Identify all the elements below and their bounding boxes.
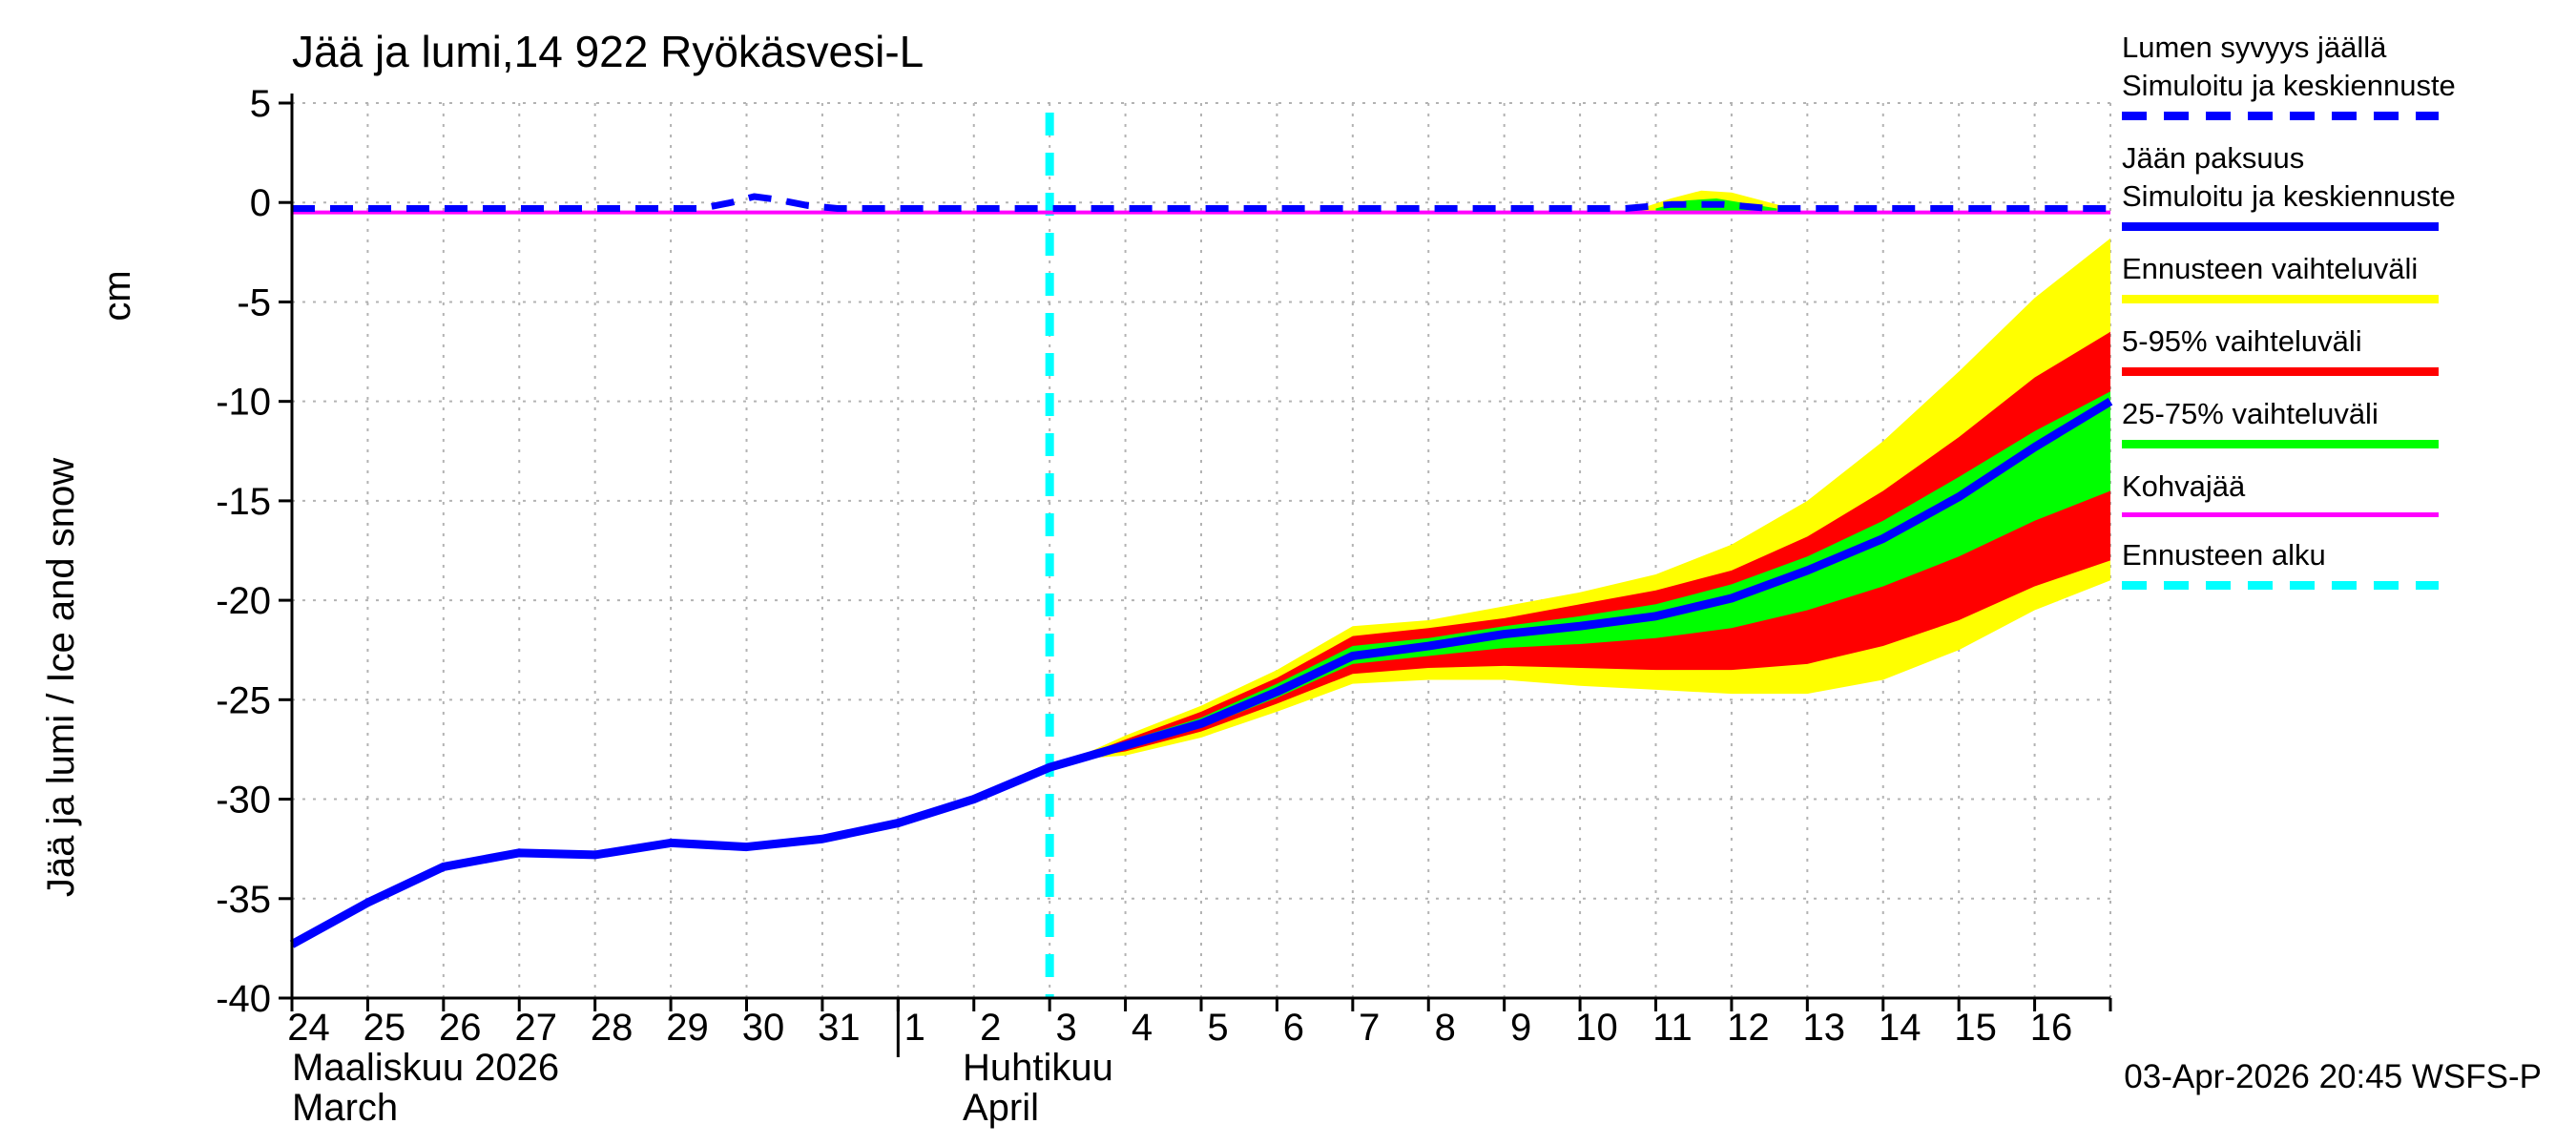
- legend-item-ennusteen-alku: Ennusteen alku: [2122, 536, 2439, 590]
- legend-label: Ennusteen alku: [2122, 538, 2326, 572]
- y-axis-unit-label: cm: [96, 270, 138, 321]
- x-tick-label: 14: [1879, 1007, 1922, 1049]
- legend-item-ennusteen-vaihteluv-li: Ennusteen vaihteluväli: [2122, 250, 2439, 303]
- x-tick-label: 1: [904, 1007, 925, 1049]
- y-tick-label: -5: [237, 281, 271, 323]
- legend-label: Ennusteen vaihteluväli: [2122, 252, 2419, 285]
- x-tick-label: 9: [1510, 1007, 1531, 1049]
- y-tick-label: -20: [216, 580, 271, 622]
- legend-swatch-solid-line: [2122, 222, 2439, 231]
- x-tick-label: 2: [980, 1007, 1001, 1049]
- x-tick-label: 27: [514, 1007, 557, 1049]
- y-tick-label: 0: [250, 182, 271, 224]
- series-lumen-syvyys-j-ll-simuloitu-ja-keskiennuste: [292, 193, 2110, 212]
- legend-swatch-dashed-line: [2122, 112, 2439, 120]
- legend-swatch-solid-line: [2122, 367, 2439, 376]
- legend-item-25-75-vaihteluv-li: 25-75% vaihteluväli: [2122, 395, 2439, 448]
- x-tick-label: 4: [1132, 1007, 1153, 1049]
- month-label-right-en: April: [963, 1087, 1039, 1129]
- x-tick-label: 16: [2030, 1007, 2073, 1049]
- y-axis-label: Jää ja lumi / Ice and snow: [40, 458, 82, 897]
- x-tick-label: 24: [287, 1007, 330, 1049]
- band-5-95-vaihteluv-li: [1071, 331, 2110, 760]
- y-tick-label: -40: [216, 978, 271, 1020]
- legend-swatch-solid-line: [2122, 440, 2439, 448]
- legend-label: 25-75% vaihteluväli: [2122, 397, 2379, 430]
- legend-label: Lumen syvyys jäällä: [2122, 31, 2387, 64]
- x-tick-label: 7: [1359, 1007, 1380, 1049]
- x-tick-label: 30: [742, 1007, 785, 1049]
- x-tick-label: 12: [1727, 1007, 1770, 1049]
- legend-item-lumen-syvyys-j-ll: Lumen syvyys jäällä Simuloitu ja keskienn…: [2122, 29, 2456, 120]
- series-j-n-paksuus-simuloitu-ja-keskiennuste: [289, 397, 2113, 948]
- legend-label: Kohvajää: [2122, 469, 2246, 503]
- legend-swatch-solid-line: [2122, 295, 2439, 303]
- y-tick-label: 5: [250, 83, 271, 125]
- month-label-left-en: March: [292, 1087, 398, 1129]
- legend-swatch-dashed-line: [2122, 581, 2439, 590]
- x-tick-label: 25: [364, 1007, 406, 1049]
- x-tick-label: 13: [1803, 1007, 1846, 1049]
- legend-label: Simuloitu ja keskiennuste: [2122, 179, 2456, 213]
- x-tick-label: 3: [1056, 1007, 1077, 1049]
- month-label-left-fi: Maaliskuu 2026: [292, 1047, 559, 1089]
- legend-label: Simuloitu ja keskiennuste: [2122, 69, 2456, 102]
- x-tick-label: 6: [1283, 1007, 1304, 1049]
- chart-title: Jää ja lumi,14 922 Ryökäsvesi-L: [292, 27, 924, 76]
- y-tick-label: -30: [216, 780, 271, 822]
- x-tick-label: 11: [1652, 1007, 1693, 1049]
- y-tick-label: -10: [216, 382, 271, 424]
- x-tick-label: 8: [1435, 1007, 1456, 1049]
- x-tick-label: 10: [1575, 1007, 1618, 1049]
- timestamp: 03-Apr-2026 20:45 WSFS-P: [2124, 1058, 2542, 1095]
- legend-label: Jään paksuus: [2122, 141, 2305, 175]
- y-tick-label: -15: [216, 481, 271, 523]
- legend-swatch-solid-line: [2122, 512, 2439, 517]
- x-tick-label: 5: [1207, 1007, 1228, 1049]
- legend-item-j-n-paksuus: Jään paksuus Simuloitu ja keskiennuste: [2122, 139, 2456, 231]
- x-tick-label: 15: [1954, 1007, 1997, 1049]
- x-tick-label: 31: [818, 1007, 861, 1049]
- legend-item-5-95-vaihteluv-li: 5-95% vaihteluväli: [2122, 323, 2439, 376]
- legend-label: 5-95% vaihteluväli: [2122, 324, 2362, 358]
- x-tick-label: 26: [439, 1007, 482, 1049]
- x-tick-label: 29: [666, 1007, 709, 1049]
- y-tick-label: -35: [216, 879, 271, 921]
- legend: Lumen syvyys jäällä Simuloitu ja keskienn…: [2122, 29, 2456, 609]
- legend-item-kohvaj: Kohvajää: [2122, 468, 2439, 517]
- x-tick-label: 28: [591, 1007, 634, 1049]
- month-label-right-fi: Huhtikuu: [963, 1047, 1113, 1089]
- y-tick-label: -25: [216, 679, 271, 721]
